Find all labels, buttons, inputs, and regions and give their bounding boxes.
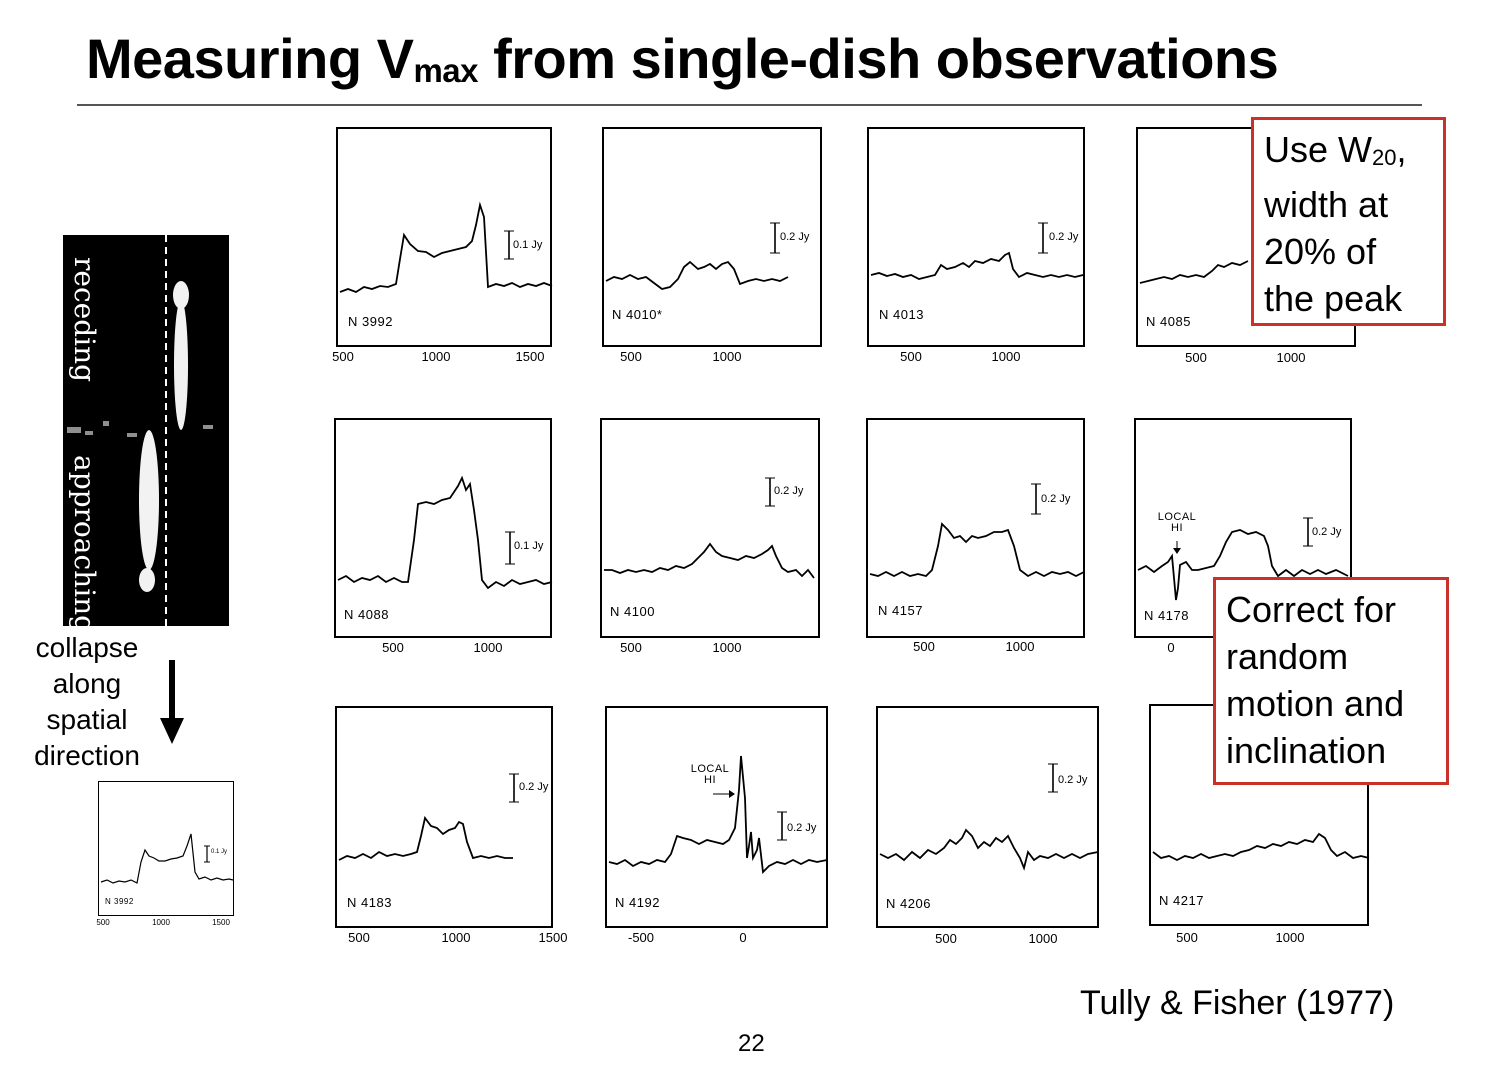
scale-bar-label: 0.2 Jy: [1058, 774, 1088, 786]
approaching-label: approaching: [68, 455, 101, 626]
galaxy-label: N 4085: [1146, 314, 1191, 329]
galaxy-label: N 4192: [615, 895, 660, 910]
galaxy-label: N 4013: [879, 307, 924, 322]
panel-mini-n3992: 0.1 Jy N 3992: [98, 781, 234, 916]
collapse-caption: collapse along spatial direction: [34, 632, 140, 771]
scale-bar-label: 0.2 Jy: [787, 822, 817, 834]
panel-n3992: 0.1 Jy N 3992: [336, 127, 553, 347]
panel-n4100: 0.2 Jy N 4100: [600, 418, 820, 638]
slide-title: Measuring Vmax from single-dish observat…: [86, 27, 1279, 90]
scale-bar-label: 0.1 Jy: [513, 239, 543, 251]
galaxy-label: N 4010*: [612, 307, 663, 322]
receding-label: receding: [68, 257, 101, 383]
galaxy-label: N 4178: [1144, 608, 1189, 623]
pv-emission: [67, 235, 213, 626]
scale-bar-label: 0.2 Jy: [1312, 526, 1342, 538]
scale-bar-label: 0.2 Jy: [780, 231, 810, 243]
galaxy-label: N 4183: [347, 895, 392, 910]
galaxy-label: N 3992: [348, 314, 393, 329]
panel-n4013: 0.2 Jy N 4013: [867, 127, 1085, 347]
scale-bar-label: 0.2 Jy: [1049, 231, 1079, 243]
scale-bar-label: 0.2 Jy: [519, 781, 549, 793]
panel-n4206: 0.2 Jy N 4206: [876, 706, 1099, 928]
callout-w20: Use W20, width at 20% of the peak: [1251, 117, 1446, 326]
down-arrow-icon: [160, 660, 184, 744]
panel-n4183: 0.2 Jy N 4183: [335, 706, 553, 928]
panel-n4010: 0.2 Jy N 4010*: [602, 127, 822, 347]
pv-diagram: receding approaching: [63, 235, 229, 626]
callout-correct: Correct for random motion and inclinatio…: [1213, 577, 1449, 785]
local-hi-annotation: LOCAL HI: [690, 763, 730, 786]
local-hi-annotation: LOCAL HI: [1157, 511, 1197, 534]
galaxy-label: N 4217: [1159, 893, 1204, 908]
scale-bar-label: 0.1 Jy: [211, 849, 228, 855]
galaxy-label: N 3992: [105, 897, 134, 906]
galaxy-label: N 4206: [886, 896, 931, 911]
scale-bar-label: 0.1 Jy: [514, 540, 544, 552]
page-number: 22: [738, 1030, 765, 1057]
citation: Tully & Fisher (1977): [1080, 984, 1395, 1022]
panel-n4157: 0.2 Jy N 4157: [866, 418, 1085, 638]
galaxy-label: N 4088: [344, 607, 389, 622]
galaxy-label: N 4100: [610, 604, 655, 619]
scale-bar-label: 0.2 Jy: [774, 485, 804, 497]
scale-bar-label: 0.2 Jy: [1041, 493, 1071, 505]
galaxy-label: N 4157: [878, 603, 923, 618]
panel-n4088: 0.1 Jy N 4088: [334, 418, 553, 638]
title-divider: [77, 104, 1422, 106]
panel-n4192: LOCAL HI 0.2 Jy N 4192: [605, 706, 828, 928]
